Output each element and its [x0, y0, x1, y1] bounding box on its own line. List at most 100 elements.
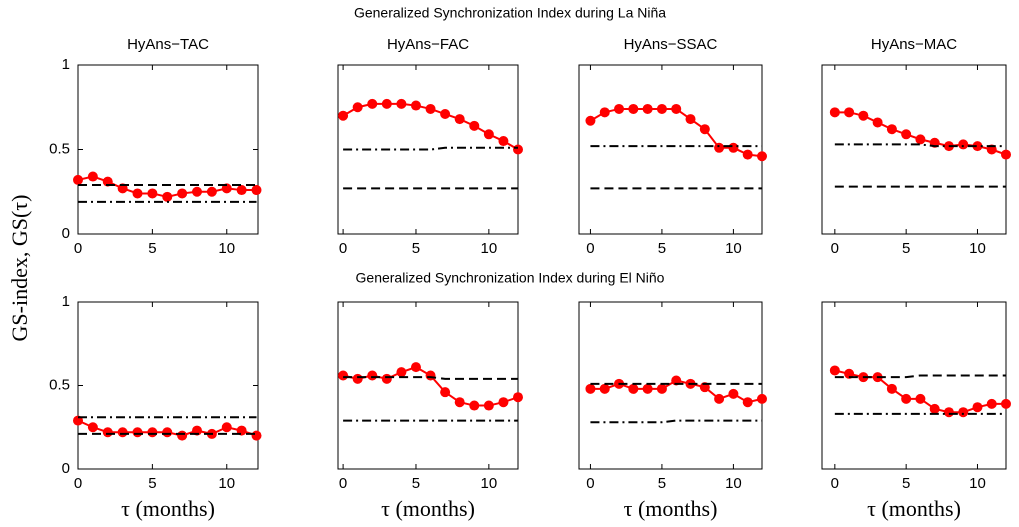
y-tick-label: 1 — [62, 293, 70, 310]
data-point — [829, 107, 840, 118]
data-point — [147, 427, 158, 438]
data-point — [714, 142, 725, 153]
axes-frame — [77, 64, 259, 235]
x-axis-label: τ (months) — [624, 496, 718, 521]
row-title: Generalized Synchronization Index during… — [356, 270, 665, 286]
data-point — [585, 383, 596, 394]
data-point — [132, 427, 143, 438]
data-point — [757, 151, 767, 162]
y-tick-label: 0.5 — [49, 140, 70, 157]
data-point — [929, 403, 940, 414]
x-tick-label: 10 — [725, 475, 742, 492]
data-point — [132, 188, 143, 199]
data-point — [901, 129, 912, 140]
data-point — [986, 398, 997, 409]
data-point — [251, 430, 262, 441]
data-point — [381, 98, 392, 109]
data-point — [469, 120, 480, 131]
data-point — [585, 115, 596, 126]
x-axis-label: τ (months) — [121, 496, 215, 521]
x-axis-label: τ (months) — [381, 496, 475, 521]
data-point — [162, 191, 173, 202]
data-point — [206, 186, 217, 197]
x-tick-label: 0 — [339, 240, 347, 257]
data-point — [87, 171, 98, 182]
data-point — [162, 427, 173, 438]
data-point — [858, 110, 869, 121]
x-tick-label: 0 — [339, 475, 347, 492]
data-point — [102, 427, 113, 438]
axes-frame — [337, 301, 519, 470]
data-point — [958, 139, 969, 150]
y-axis-label: GS-index, GS(τ) — [7, 195, 32, 342]
data-point — [410, 100, 421, 111]
panel-title: HyAns−SSAC — [624, 36, 718, 53]
data-point — [1001, 398, 1011, 409]
data-point — [454, 397, 465, 408]
series-line — [834, 374, 1006, 379]
data-point — [915, 134, 926, 145]
row-title: Generalized Synchronization Index during… — [354, 5, 666, 21]
data-point — [177, 188, 188, 199]
data-point — [958, 407, 969, 418]
data-point — [886, 383, 897, 394]
x-tick-label: 5 — [148, 240, 156, 257]
data-point — [352, 102, 363, 113]
data-point — [440, 109, 451, 120]
data-point — [972, 402, 983, 413]
data-point — [396, 367, 407, 378]
series-line — [343, 376, 518, 380]
data-point — [599, 383, 610, 394]
x-tick-label: 10 — [969, 475, 986, 492]
axes-frame — [578, 64, 763, 235]
data-point — [728, 142, 739, 153]
x-tick-label: 0 — [831, 475, 839, 492]
data-point — [192, 186, 203, 197]
x-tick-label: 5 — [902, 475, 910, 492]
data-point — [513, 144, 523, 155]
x-tick-label: 10 — [481, 240, 498, 257]
data-point — [656, 103, 667, 114]
data-point — [498, 136, 509, 147]
data-point — [469, 400, 480, 411]
data-point — [440, 387, 451, 398]
series-line — [343, 146, 518, 151]
data-point — [742, 397, 753, 408]
x-tick-label: 10 — [725, 240, 742, 257]
data-point — [1001, 149, 1011, 160]
data-point — [221, 422, 232, 433]
x-tick-label: 0 — [831, 240, 839, 257]
data-point — [628, 383, 639, 394]
x-tick-label: 10 — [969, 240, 986, 257]
x-axis-label: τ (months) — [867, 496, 961, 521]
panel-title: HyAns−TAC — [127, 36, 209, 53]
data-point — [338, 110, 349, 121]
data-point — [352, 373, 363, 384]
data-point — [742, 149, 753, 160]
y-tick-label: 1 — [62, 56, 70, 73]
y-tick-label: 0 — [62, 225, 70, 242]
data-point — [396, 98, 407, 109]
x-tick-label: 5 — [412, 240, 420, 257]
data-point — [381, 373, 392, 384]
data-point — [642, 383, 653, 394]
data-point — [972, 141, 983, 152]
data-point — [757, 393, 767, 404]
y-tick-label: 0.5 — [49, 376, 70, 393]
x-tick-label: 10 — [218, 475, 235, 492]
x-tick-label: 0 — [586, 240, 594, 257]
axes-frame — [821, 64, 1007, 235]
x-tick-label: 5 — [658, 240, 666, 257]
x-tick-label: 5 — [658, 475, 666, 492]
data-point — [425, 370, 436, 381]
data-point — [943, 407, 954, 418]
data-point — [425, 103, 436, 114]
x-tick-label: 5 — [902, 240, 910, 257]
x-tick-label: 10 — [481, 475, 498, 492]
panel-title: HyAns−FAC — [387, 36, 469, 53]
data-point — [513, 392, 523, 403]
data-point — [367, 98, 378, 109]
data-point — [628, 103, 639, 114]
data-point — [483, 400, 494, 411]
data-point — [177, 430, 188, 441]
